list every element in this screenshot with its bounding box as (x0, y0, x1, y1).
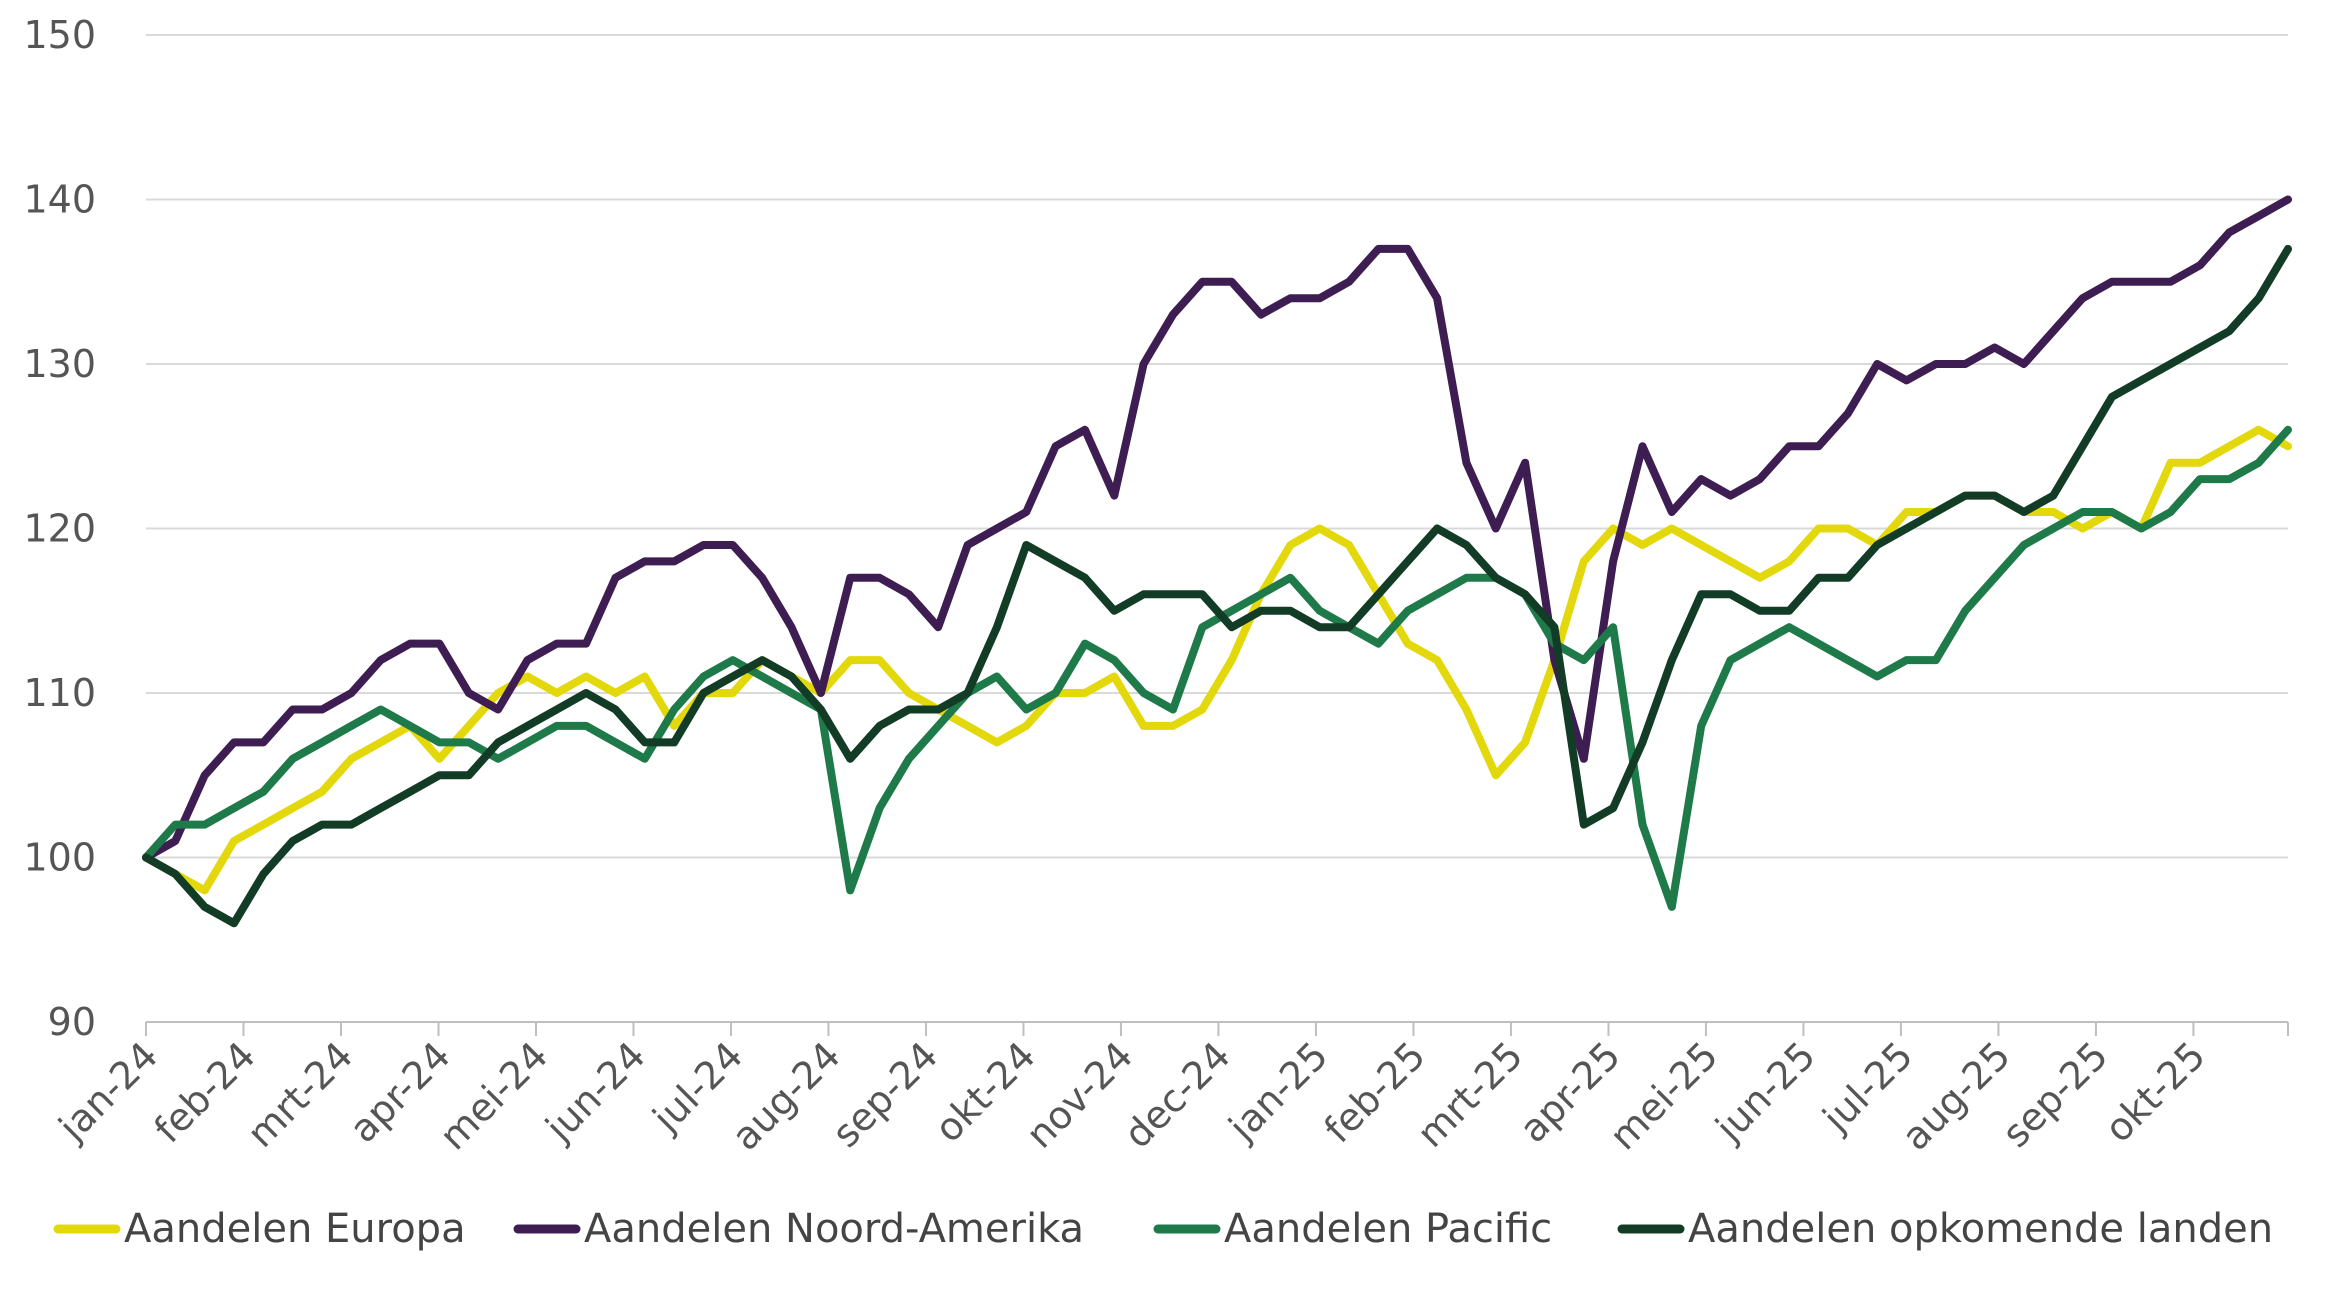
y-tick-label: 150 (23, 13, 96, 57)
y-tick-label: 120 (23, 507, 96, 551)
gridlines (146, 34, 2288, 859)
y-tick-label: 100 (23, 836, 96, 880)
x-tick-label: mei-25 (1601, 1033, 1726, 1158)
x-tick-label: mrt-24 (239, 1033, 362, 1156)
series-line-2 (142, 195, 2292, 862)
legend-label: Aandelen opkomende landen (1688, 1206, 2273, 1252)
legend-label: Aandelen Pacific (1224, 1206, 1552, 1252)
legend-label: Aandelen Noord-Amerika (584, 1206, 1084, 1252)
x-tick-label: jun-24 (537, 1033, 654, 1150)
x-tick-label: sep-25 (1994, 1033, 2117, 1156)
x-tick-label: aug-24 (723, 1033, 849, 1159)
x-tick-label: nov-24 (1018, 1033, 1142, 1157)
x-tick-label: jan-25 (1220, 1033, 1337, 1150)
x-tick-label: aug-25 (1893, 1033, 2019, 1159)
x-tick-label: dec-24 (1115, 1033, 1238, 1156)
y-axis-ticks: 90 100 110 120 130 140 150 (23, 13, 96, 1044)
series-lines (142, 195, 2292, 928)
y-tick-label: 90 (48, 1000, 96, 1044)
series-line-4 (142, 244, 2292, 928)
y-tick-label: 140 (23, 178, 96, 222)
x-tick-label: mei-24 (431, 1033, 556, 1158)
y-tick-label: 110 (23, 671, 96, 715)
y-tick-label: 130 (23, 342, 96, 386)
x-tick-label: jan-24 (50, 1033, 167, 1150)
x-tick-label: jun-25 (1707, 1033, 1824, 1150)
legend-label: Aandelen Europa (124, 1206, 466, 1252)
legend: Aandelen Europa Aandelen Noord-Amerika Aan… (53, 1206, 2273, 1252)
x-tick-label: okt-25 (2096, 1033, 2214, 1151)
x-axis: jan-24feb-24mrt-24apr-24mei-24jun-24jul-… (50, 1021, 2289, 1159)
series-line-3 (142, 425, 2292, 911)
x-tick-label: mrt-25 (1409, 1033, 1532, 1156)
x-tick-label: sep-24 (824, 1033, 947, 1156)
